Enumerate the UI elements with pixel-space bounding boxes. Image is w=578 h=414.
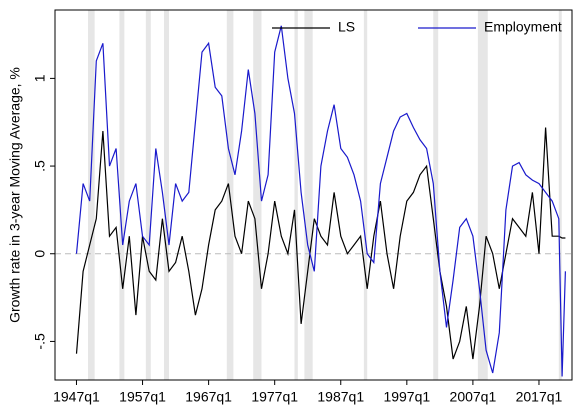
shaded-period xyxy=(164,10,169,380)
x-tick-label: 1987q1 xyxy=(317,389,364,405)
x-tick-label: 1957q1 xyxy=(119,389,166,405)
x-tick-label: 2007q1 xyxy=(450,389,497,405)
x-tick-label: 1947q1 xyxy=(53,389,100,405)
shaded-period xyxy=(253,10,262,380)
shaded-period xyxy=(304,10,313,380)
y-tick-label: 1 xyxy=(32,74,48,82)
y-tick-label: 0 xyxy=(32,250,48,258)
shaded-period xyxy=(119,10,125,380)
x-tick-label: 1977q1 xyxy=(251,389,298,405)
shaded-period xyxy=(477,10,488,380)
series-line xyxy=(75,127,566,360)
shaded-period xyxy=(145,10,151,380)
y-axis-label: Growth rate in 3-year Moving Average, % xyxy=(7,67,23,323)
shaded-period xyxy=(433,10,439,380)
x-tick-label: 1967q1 xyxy=(185,389,232,405)
plot-frame xyxy=(54,9,573,381)
legend-label: Employment xyxy=(484,19,562,35)
shaded-period xyxy=(294,10,298,380)
series-line xyxy=(75,25,566,377)
x-tick-label: 1997q1 xyxy=(383,389,430,405)
shaded-period xyxy=(558,10,562,380)
y-tick-label: .5 xyxy=(32,160,48,172)
shaded-period xyxy=(363,10,368,380)
y-tick-label: -.5 xyxy=(32,333,48,350)
x-tick-label: 2017q1 xyxy=(516,389,563,405)
legend-label: LS xyxy=(338,19,355,35)
shaded-period xyxy=(88,10,95,380)
